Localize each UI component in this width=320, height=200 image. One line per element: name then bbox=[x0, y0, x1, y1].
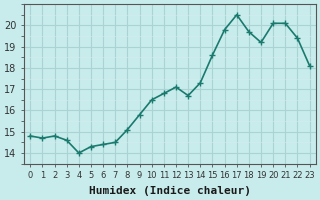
X-axis label: Humidex (Indice chaleur): Humidex (Indice chaleur) bbox=[89, 186, 251, 196]
